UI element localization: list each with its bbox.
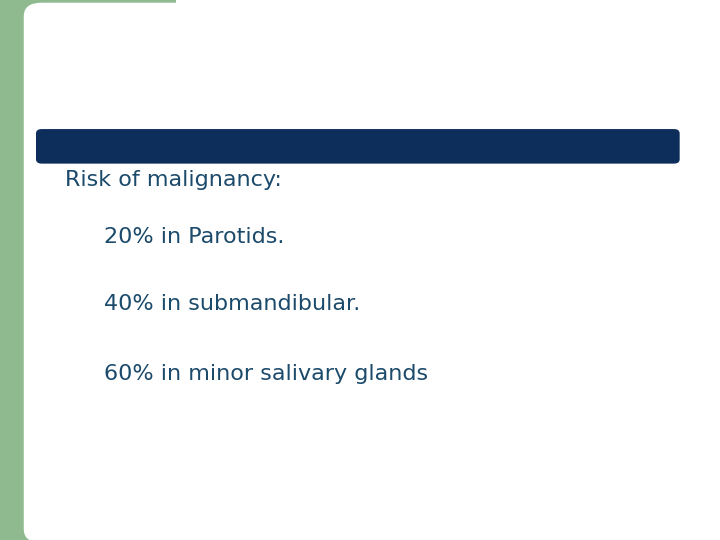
Bar: [55, 0, 176, 119]
Text: 20% in Parotids.: 20% in Parotids.: [104, 227, 285, 247]
Text: Risk of malignancy:: Risk of malignancy:: [65, 170, 282, 190]
FancyBboxPatch shape: [36, 129, 680, 164]
Text: 60% in minor salivary glands: 60% in minor salivary glands: [104, 364, 428, 384]
Text: 40% in submandibular.: 40% in submandibular.: [104, 294, 361, 314]
FancyBboxPatch shape: [24, 3, 720, 540]
Bar: [0, 0, 55, 540]
